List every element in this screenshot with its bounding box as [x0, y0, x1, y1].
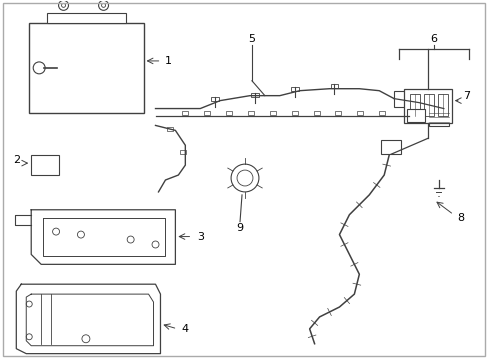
Bar	[225, 111, 232, 114]
Bar	[180, 150, 186, 154]
Bar	[330, 84, 338, 88]
Circle shape	[33, 62, 45, 74]
Bar	[211, 96, 219, 100]
Circle shape	[231, 164, 258, 192]
Bar	[379, 111, 385, 114]
Text: 5: 5	[248, 34, 255, 44]
Bar	[167, 127, 173, 131]
Circle shape	[152, 241, 159, 248]
Circle shape	[26, 334, 32, 340]
Circle shape	[61, 3, 65, 7]
Bar	[357, 111, 363, 114]
Bar	[423, 94, 433, 116]
Circle shape	[127, 236, 134, 243]
Bar	[313, 111, 319, 114]
Bar	[409, 94, 419, 116]
Text: 8: 8	[456, 213, 464, 223]
Bar	[269, 111, 275, 114]
Bar	[31, 155, 59, 175]
Bar	[428, 109, 448, 126]
Circle shape	[237, 170, 252, 186]
Text: 2: 2	[13, 155, 20, 165]
Bar	[250, 93, 258, 96]
Bar	[29, 23, 143, 113]
Circle shape	[77, 231, 84, 238]
Circle shape	[82, 335, 90, 343]
Bar	[204, 111, 210, 114]
Circle shape	[99, 0, 108, 10]
Text: 6: 6	[429, 34, 437, 44]
Bar	[182, 111, 188, 114]
Circle shape	[53, 228, 60, 235]
Bar	[381, 140, 400, 154]
Text: 7: 7	[462, 91, 469, 101]
Bar	[437, 94, 447, 116]
Circle shape	[26, 301, 32, 307]
Bar	[403, 89, 451, 123]
Bar	[291, 111, 297, 114]
Bar	[247, 111, 253, 114]
Bar	[335, 111, 341, 114]
Bar	[290, 87, 298, 91]
Bar	[406, 109, 424, 122]
Bar	[393, 91, 411, 107]
Bar	[46, 13, 126, 23]
Circle shape	[59, 0, 68, 10]
Circle shape	[102, 3, 105, 7]
Text: 3: 3	[196, 231, 203, 242]
Text: 9: 9	[236, 222, 243, 233]
Text: 1: 1	[164, 56, 172, 66]
Text: 4: 4	[182, 324, 188, 334]
